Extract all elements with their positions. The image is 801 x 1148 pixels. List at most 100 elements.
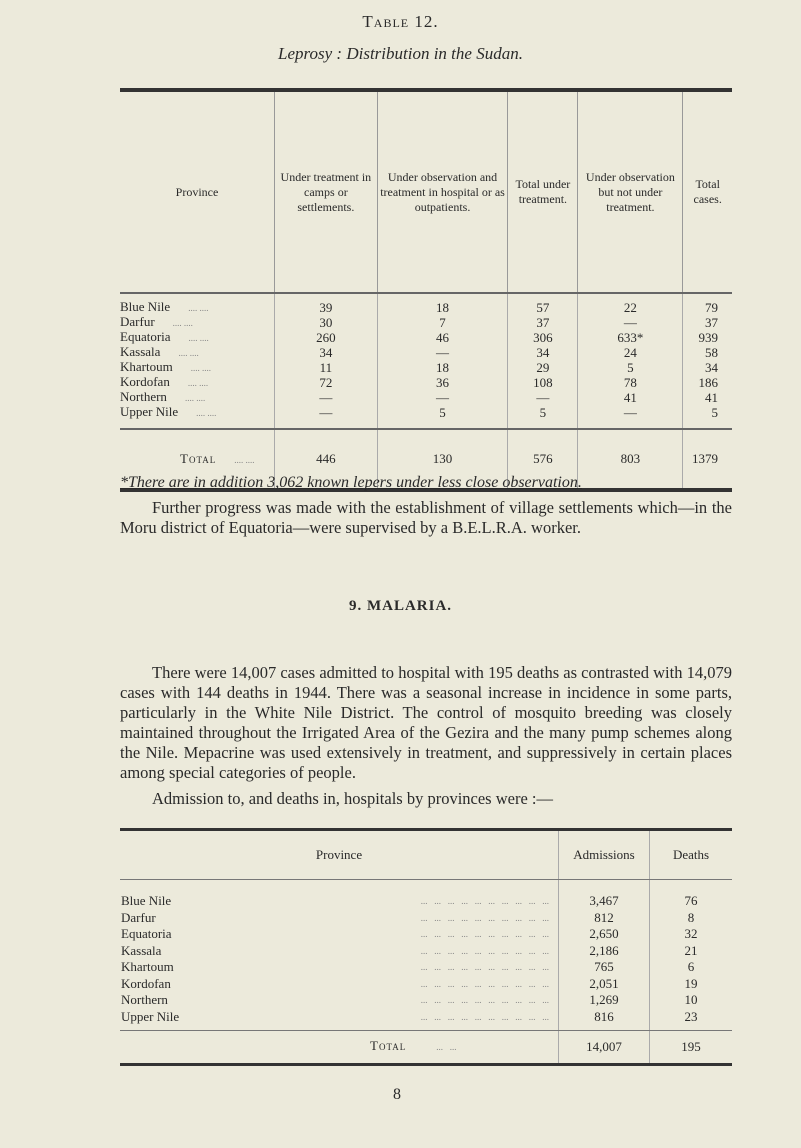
total-cell: 1379	[682, 429, 732, 492]
cell-text: 260	[316, 329, 336, 345]
table-title: Table 12.	[362, 12, 439, 31]
paragraph: There were 14,007 cases admitted to hosp…	[120, 663, 732, 782]
cell-text: 76	[684, 893, 698, 908]
cell-text: 19	[684, 975, 698, 991]
total-cell: 446	[274, 429, 378, 492]
cell-text: 2,186	[589, 942, 619, 958]
cell-text: 46	[436, 329, 450, 345]
col-header: Under observation but not under treatmen…	[577, 90, 683, 294]
cell-text: Kassala	[120, 344, 161, 359]
cell-text: 78	[623, 374, 637, 390]
value-cell: 23	[649, 1008, 732, 1031]
col-header: Under treatment in camps or settlements.	[274, 90, 378, 294]
table-row: Khartoum .... .... 11 18 29 5 34	[120, 360, 732, 375]
value-cell: 79	[682, 293, 732, 315]
value-cell: —	[274, 390, 378, 405]
cell-text: 195	[681, 1038, 701, 1054]
dot-leader: ... ... ... ... ... ... ... ... ... ...	[420, 1011, 549, 1022]
total-cell: 576	[507, 429, 578, 492]
cell-text: Total	[180, 450, 217, 466]
cell-text: Upper Nile	[121, 1008, 180, 1024]
dot-leader: .... ....	[172, 318, 193, 328]
col-header: Total cases.	[682, 90, 732, 294]
value-cell: 21	[649, 942, 732, 959]
cell-text: 10	[684, 992, 698, 1007]
dot-leader: .... ....	[178, 348, 199, 358]
cell-text: 36	[436, 374, 450, 390]
value-cell: 186	[682, 375, 732, 390]
cell-text: 34	[536, 344, 550, 360]
value-cell: 30	[274, 314, 378, 330]
value-cell: 8	[649, 909, 732, 926]
cell-text: 79	[705, 299, 718, 315]
cell-text: 41	[705, 389, 718, 405]
col-header: Province	[120, 829, 559, 880]
province-cell: Khartoum ... ... ... ... ... ... ... ... …	[120, 959, 559, 976]
paragraph: Further progress was made with the estab…	[120, 498, 732, 537]
value-cell: 11	[274, 360, 378, 375]
value-cell: 57	[507, 293, 578, 315]
cell-text: Total	[370, 1038, 407, 1054]
cell-text: 2,051	[589, 975, 619, 991]
value-cell: 765	[558, 959, 650, 976]
province-cell: Upper Nile .... ....	[120, 404, 275, 430]
dot-leader: .... ....	[187, 378, 209, 388]
table-subtitle: Leprosy : Distribution in the Sudan.	[278, 44, 523, 63]
cell-text: Khartoum	[121, 959, 174, 974]
cell-text: Northern	[120, 389, 167, 404]
value-cell: 633*	[577, 330, 683, 345]
cell-text: 446	[316, 451, 336, 466]
value-cell: 1,269	[558, 992, 650, 1009]
dot-leader: ... ... ... ... ... ... ... ... ... ...	[420, 912, 549, 923]
cell-text: 576	[533, 451, 553, 466]
value-cell: —	[577, 314, 683, 330]
cell-text: 803	[620, 451, 641, 466]
leprosy-table: Province Under treatment in camps or set…	[120, 88, 732, 492]
value-cell: 41	[682, 389, 732, 405]
value-cell: —	[577, 405, 683, 430]
cell-text: 816	[594, 1008, 614, 1024]
province-cell: Kordofan .... ....	[120, 375, 275, 390]
total-cell: Total ... ...	[120, 1030, 559, 1066]
value-cell: 78	[577, 374, 683, 390]
table-row: Kordofan ... ... ... ... ... ... ... ... …	[120, 975, 732, 992]
table-row: Northern ... ... ... ... ... ... ... ... …	[120, 992, 732, 1009]
cell-text: 7	[439, 314, 446, 330]
cell-text: Kassala	[121, 942, 162, 958]
cell-text: 30	[319, 314, 333, 330]
province-cell: Northern ... ... ... ... ... ... ... ... …	[120, 992, 559, 1009]
value-cell: 58	[682, 345, 732, 360]
value-cell: 2,051	[558, 975, 650, 992]
cell-text: Upper Nile	[120, 404, 179, 419]
cell-text: Kordofan	[121, 975, 171, 991]
cell-text: Equatoria	[121, 926, 172, 941]
cell-text: 1379	[692, 451, 718, 466]
cell-text: 23	[684, 1008, 698, 1024]
cell-text: 34	[705, 359, 718, 375]
value-cell: 306	[507, 330, 578, 345]
cell-text: 812	[594, 909, 614, 925]
table-row: Darfur .... .... 30 7 37 — 37	[120, 315, 732, 330]
header-row: Province Under treatment in camps or set…	[120, 90, 732, 294]
value-cell: 32	[649, 926, 732, 943]
value-cell: 5	[682, 405, 732, 430]
cell-text: —	[623, 314, 637, 330]
cell-text: 14,007	[586, 1038, 622, 1054]
value-cell: 37	[682, 315, 732, 330]
table-row: Blue Nile ... ... ... ... ... ... ... ...…	[120, 879, 732, 910]
value-cell: 812	[558, 909, 650, 926]
value-cell: 5	[507, 404, 578, 430]
cell-text: 5	[539, 404, 547, 420]
value-cell: 37	[507, 314, 578, 330]
dot-leader: ... ... ... ... ... ... ... ... ... ...	[420, 978, 549, 989]
cell-text: 37	[536, 314, 550, 330]
cell-text: Kordofan	[120, 374, 170, 389]
table-row: Equatoria .... .... 260 46 306 633* 939	[120, 330, 732, 345]
cell-text: Darfur	[121, 909, 156, 925]
cell-text: Northern	[121, 992, 168, 1007]
province-cell: Blue Nile .... ....	[120, 293, 275, 315]
total-row: Total ... ... 14,007 195	[120, 1030, 732, 1066]
value-cell: —	[507, 390, 578, 405]
table-row: Northern .... .... — — — 41 41	[120, 390, 732, 405]
col-header: Admissions	[558, 829, 650, 880]
